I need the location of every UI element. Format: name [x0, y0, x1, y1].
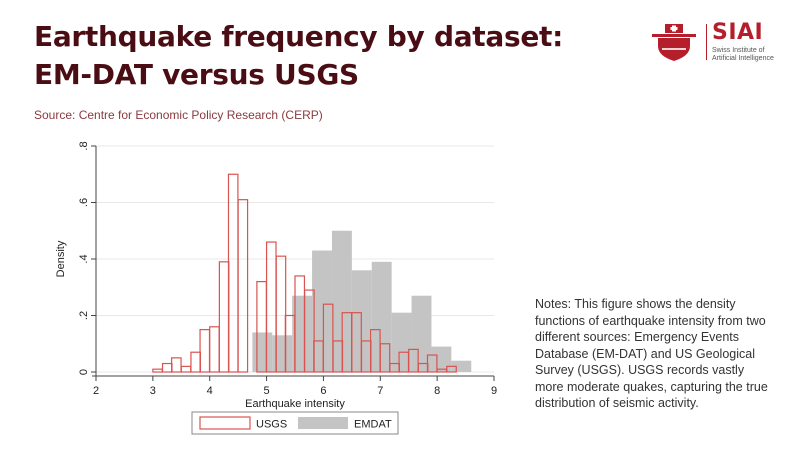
usgs-bar-5 [199, 329, 211, 373]
page-title: Earthquake frequency by dataset: EM-DAT … [34, 20, 564, 91]
emdat-bar-9 [431, 346, 452, 372]
usgs-bar-31 [446, 365, 457, 373]
y-tick-label-4: .8 [78, 141, 90, 150]
emdat-bar-7 [391, 312, 412, 372]
x-tick-label-5: 7 [377, 385, 383, 397]
usgs-bar-6 [209, 326, 220, 373]
logo-divider [706, 24, 707, 60]
x-tick-label-1: 3 [150, 385, 156, 397]
usgs-bar-29 [426, 354, 438, 373]
usgs-bar-16 [304, 289, 315, 373]
x-tick-label-7: 9 [491, 385, 497, 397]
emdat-bar-0 [252, 332, 273, 372]
legend-swatch-emdat [298, 417, 348, 429]
y-tick-label-2: .4 [78, 254, 90, 263]
swiss-shield-icon [652, 24, 696, 61]
x-tick-label-0: 2 [93, 385, 99, 397]
usgs-bar-9 [237, 199, 249, 373]
usgs-bar-8 [227, 173, 239, 373]
y-axis-title: Density [55, 240, 67, 277]
x-tick-label-2: 4 [207, 385, 213, 397]
density-histogram-chart: 0 .2 .4 .6 .8 2 3 4 5 6 7 8 9 Earthquake intensity Den… [55, 141, 497, 435]
emdat-bar-2 [292, 295, 313, 372]
emdat-bar-10 [451, 360, 472, 372]
usgs-bar-3 [180, 365, 192, 373]
y-tick-label-0: 0 [78, 369, 90, 375]
x-tick-label-3: 5 [264, 385, 270, 397]
logo-subtitle-line-1: Swiss Institute of [712, 47, 765, 54]
usgs-bar-7 [218, 261, 230, 373]
legend-label-usgs: USGS [256, 419, 287, 431]
usgs-bar-27 [408, 348, 419, 373]
legend-label-emdat: EMDAT [354, 419, 392, 431]
x-tick-label-6: 8 [434, 385, 440, 397]
emdat-bar-1 [272, 335, 293, 372]
source-note: Source: Centre for Economic Policy Resea… [34, 108, 323, 122]
emdat-bar-4 [331, 230, 352, 372]
usgs-bar-13 [275, 255, 287, 373]
emdat-bar-6 [371, 261, 392, 372]
x-tick-label-4: 6 [320, 385, 326, 397]
chart-notes: Notes: This figure shows the density fun… [535, 297, 768, 410]
logo-subtitle-line-2: Artificial Intelligence [712, 55, 774, 62]
logo-name: SIAI [712, 20, 764, 45]
legend-swatch-usgs [199, 416, 251, 430]
usgs-bar-24 [379, 343, 391, 373]
siai-logo: SIAI Swiss Institute of Artificial Intel… [648, 20, 778, 66]
x-axis-title: Earthquake intensity [245, 398, 345, 410]
y-tick-label-1: .2 [78, 311, 90, 320]
usgs-bar-0 [152, 368, 163, 373]
emdat-bar-3 [312, 250, 332, 372]
emdat-bar-8 [411, 295, 432, 372]
usgs-bar-18 [322, 303, 334, 373]
usgs-bar-2 [171, 357, 182, 373]
usgs-bar-1 [161, 362, 173, 373]
y-tick-label-3: .6 [78, 198, 90, 207]
usgs-bar-4 [190, 351, 201, 373]
logo-subtitle: Swiss Institute of Artificial Intelligen… [712, 47, 792, 63]
